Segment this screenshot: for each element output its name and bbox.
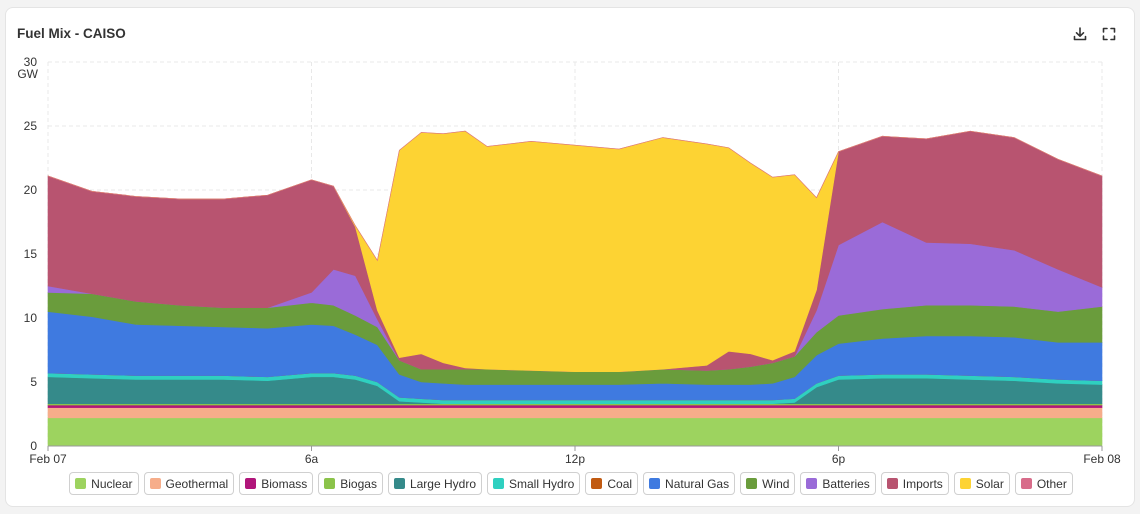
area-biomass	[47, 404, 1103, 408]
y-tick-label-0: 0	[30, 439, 37, 453]
legend-label: Small Hydro	[509, 476, 575, 491]
download-button[interactable]	[1071, 25, 1089, 43]
fullscreen-button[interactable]	[1100, 25, 1118, 43]
legend-swatch	[75, 478, 87, 489]
legend-label: Batteries	[822, 476, 870, 491]
legend-swatch	[493, 478, 504, 489]
legend-label: Biomass	[261, 476, 308, 491]
legend-swatch	[886, 478, 898, 489]
legend-item-coal[interactable]: Coal	[585, 472, 639, 495]
area-geothermal	[47, 407, 1103, 419]
y-tick-label-4: 20	[24, 183, 38, 197]
legend-swatch	[746, 478, 758, 489]
legend-label: Biogas	[340, 476, 377, 491]
fullscreen-icon	[1102, 27, 1116, 41]
legend-swatch	[1020, 478, 1032, 489]
area-nuclear	[47, 417, 1103, 447]
x-tick-label-2: 12p	[565, 452, 585, 466]
x-tick-label-1: 6a	[305, 452, 319, 466]
x-tick-label-0: Feb 07	[29, 452, 67, 466]
legend-item-natural-gas[interactable]: Natural Gas	[643, 472, 736, 495]
legend-item-geothermal[interactable]: Geothermal	[143, 472, 235, 495]
legend-label: Other	[1036, 476, 1067, 491]
legend-item-imports[interactable]: Imports	[880, 472, 949, 495]
legend-swatch	[149, 478, 161, 489]
y-tick-label-6: 30	[24, 55, 38, 69]
chart-title: Fuel Mix - CAISO	[17, 26, 126, 41]
legend-swatch	[649, 478, 661, 489]
legend-item-large-hydro[interactable]: Large Hydro	[387, 472, 482, 495]
legend-label: Coal	[607, 476, 633, 491]
legend-item-biomass[interactable]: Biomass	[239, 472, 314, 495]
y-tick-label-5: 25	[24, 119, 38, 133]
legend-item-other[interactable]: Other	[1014, 472, 1073, 495]
area-other	[47, 130, 1103, 262]
chart-card: Fuel Mix - CAISO 0 5 10 15 20 25 30 GW Feb 07 6a 1…	[5, 7, 1135, 507]
legend-label: Large Hydro	[409, 476, 476, 491]
legend-label: Wind	[762, 476, 790, 491]
y-tick-label-2: 10	[24, 311, 38, 325]
y-tick-label-3: 15	[24, 247, 38, 261]
legend-label: Solar	[975, 476, 1004, 491]
legend-item-nuclear[interactable]: Nuclear	[69, 472, 139, 495]
legend-swatch	[324, 478, 336, 489]
x-tick-label-4: Feb 08	[1083, 452, 1121, 466]
legend-label: Geothermal	[165, 476, 229, 491]
legend-item-wind[interactable]: Wind	[740, 472, 796, 495]
legend-swatch	[806, 478, 818, 489]
legend-swatch	[393, 478, 405, 489]
chart-legend: Nuclear Geothermal Biomass Biogas Large Hydr…	[6, 472, 1136, 495]
legend-item-batteries[interactable]: Batteries	[800, 472, 876, 495]
legend-swatch	[591, 478, 603, 489]
download-icon	[1073, 27, 1087, 41]
legend-item-solar[interactable]: Solar	[953, 472, 1010, 495]
legend-item-small-hydro[interactable]: Small Hydro	[487, 472, 581, 495]
legend-swatch	[959, 478, 971, 489]
x-tick-label-3: 6p	[832, 452, 846, 466]
legend-label: Nuclear	[91, 476, 133, 491]
y-axis-label: GW	[17, 67, 38, 81]
legend-swatch	[245, 478, 257, 489]
legend-item-biogas[interactable]: Biogas	[318, 472, 383, 495]
legend-label: Imports	[902, 476, 943, 491]
legend-label: Natural Gas	[665, 476, 730, 491]
y-tick-label-1: 5	[30, 375, 37, 389]
